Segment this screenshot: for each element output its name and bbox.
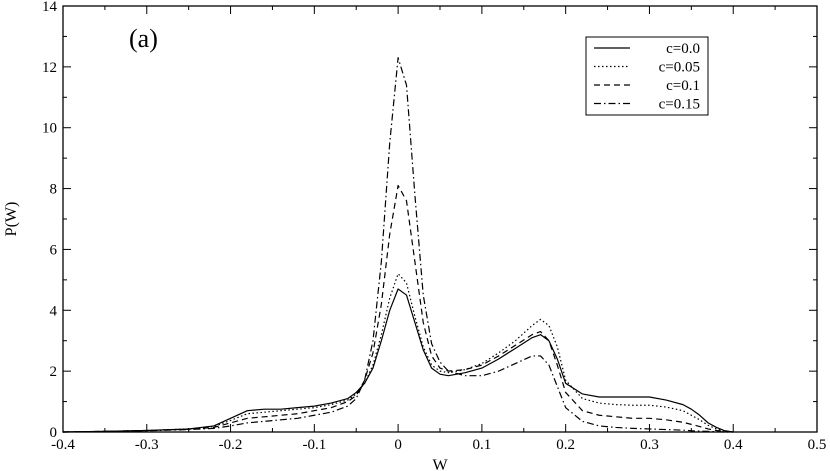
y-tick-label: 2 <box>50 364 58 380</box>
curves-layer <box>62 57 734 433</box>
x-tick-label: 0 <box>394 437 402 453</box>
x-tick-label: -0.4 <box>51 437 75 453</box>
legend-label: c=0.05 <box>659 60 700 76</box>
y-tick-label: 4 <box>50 303 58 319</box>
x-tick-label: 0.3 <box>640 437 659 453</box>
y-tick-label: 14 <box>42 0 58 15</box>
series-line-dashdot <box>62 57 734 433</box>
x-tick-label: 0.4 <box>724 437 743 453</box>
legend-label: c=0.0 <box>666 41 700 57</box>
x-tick-label: -0.2 <box>219 437 243 453</box>
x-tick-label: -0.1 <box>302 437 326 453</box>
x-axis-title: W <box>432 457 448 471</box>
legend: c=0.0 c=0.05 c=0.1 c=0.15 <box>585 36 709 116</box>
legend-label: c=0.1 <box>666 78 700 94</box>
x-tick-label: 0.1 <box>473 437 492 453</box>
legend-frame <box>585 36 709 116</box>
y-tick-label: 10 <box>42 121 57 137</box>
series-line-dashed <box>62 184 734 433</box>
legend-items: c=0.0 c=0.05 c=0.1 c=0.15 <box>594 41 700 113</box>
ticks-layer: -0.4 -0.3 -0.2 -0.1 0 0.1 0.2 0.3 0.4 0.5 0 2 4 6 8 10 1… <box>42 0 826 453</box>
y-tick-label: 0 <box>50 425 58 441</box>
x-tick-label: -0.3 <box>135 437 159 453</box>
y-axis-title: P(W) <box>3 202 20 237</box>
x-tick-label: 0.5 <box>808 437 827 453</box>
series-line-solid <box>62 288 734 433</box>
y-tick-label: 12 <box>42 60 57 76</box>
y-tick-label: 6 <box>50 242 58 258</box>
x-tick-label: 0.2 <box>556 437 575 453</box>
y-tick-label: 8 <box>50 182 58 198</box>
series-line-dotted <box>62 273 734 433</box>
legend-label: c=0.15 <box>659 97 700 113</box>
panel-label: (a) <box>129 24 158 53</box>
